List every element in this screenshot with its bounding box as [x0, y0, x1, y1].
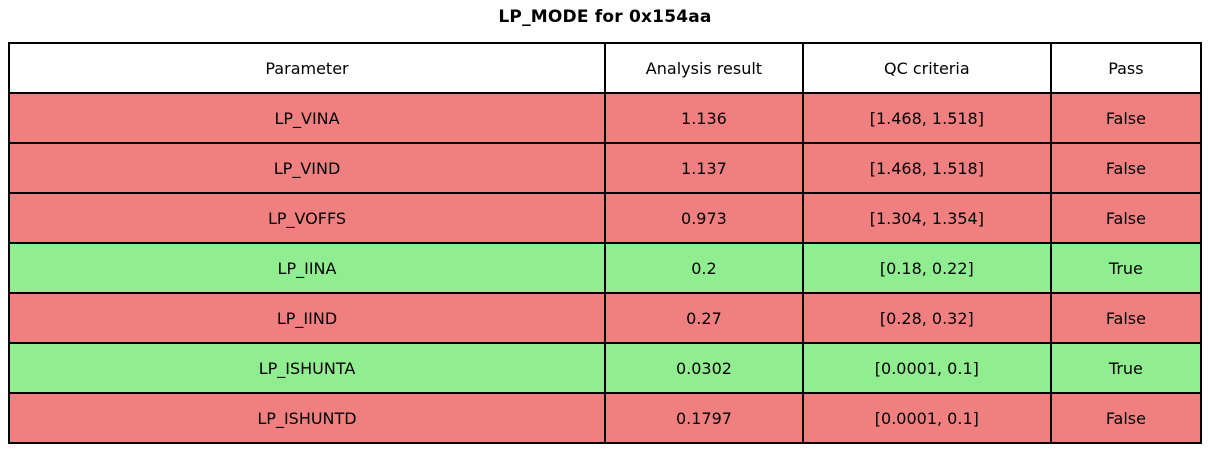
analysis-result-cell: 0.27 — [604, 292, 804, 344]
analysis-result-cell: 0.2 — [604, 242, 804, 294]
parameter-cell: LP_ISHUNTD — [7, 392, 607, 444]
qc-criteria-cell: [0.18, 0.22] — [801, 242, 1052, 294]
analysis-result-cell: 0.0302 — [604, 342, 804, 394]
table-row: LP_ISHUNTD 0.1797 [0.0001, 0.1] False — [7, 392, 1203, 444]
pass-cell: False — [1049, 142, 1203, 194]
header-parameter: Parameter — [7, 42, 607, 94]
header-qc-criteria: QC criteria — [801, 42, 1052, 94]
qc-criteria-cell: [0.0001, 0.1] — [801, 392, 1052, 444]
analysis-result-cell: 1.137 — [604, 142, 804, 194]
qc-criteria-cell: [0.28, 0.32] — [801, 292, 1052, 344]
parameter-cell: LP_IIND — [7, 292, 607, 344]
page-title: LP_MODE for 0x154aa — [498, 7, 712, 27]
table-body: LP_VINA 1.136 [1.468, 1.518] False LP_VIND 1.… — [7, 92, 1203, 444]
table-row: LP_VIND 1.137 [1.468, 1.518] False — [7, 142, 1203, 194]
pass-cell: False — [1049, 392, 1203, 444]
analysis-result-cell: 0.973 — [604, 192, 804, 244]
pass-cell: False — [1049, 292, 1203, 344]
parameter-cell: LP_VIND — [7, 142, 607, 194]
parameter-cell: LP_ISHUNTA — [7, 342, 607, 394]
pass-cell: True — [1049, 342, 1203, 394]
table-row: LP_IINA 0.2 [0.18, 0.22] True — [7, 242, 1203, 294]
qc-results-table: Parameter Analysis result QC criteria Pa… — [7, 42, 1203, 444]
qc-criteria-cell: [1.304, 1.354] — [801, 192, 1052, 244]
qc-criteria-cell: [1.468, 1.518] — [801, 142, 1052, 194]
table-row: LP_VOFFS 0.973 [1.304, 1.354] False — [7, 192, 1203, 244]
parameter-cell: LP_IINA — [7, 242, 607, 294]
table-row: LP_VINA 1.136 [1.468, 1.518] False — [7, 92, 1203, 144]
table-header-row: Parameter Analysis result QC criteria Pa… — [7, 42, 1203, 94]
header-analysis-result: Analysis result — [604, 42, 804, 94]
parameter-cell: LP_VOFFS — [7, 192, 607, 244]
analysis-result-cell: 0.1797 — [604, 392, 804, 444]
table-row: LP_ISHUNTA 0.0302 [0.0001, 0.1] True — [7, 342, 1203, 394]
qc-criteria-cell: [1.468, 1.518] — [801, 92, 1052, 144]
pass-cell: False — [1049, 92, 1203, 144]
qc-criteria-cell: [0.0001, 0.1] — [801, 342, 1052, 394]
header-pass: Pass — [1049, 42, 1203, 94]
table-row: LP_IIND 0.27 [0.28, 0.32] False — [7, 292, 1203, 344]
parameter-cell: LP_VINA — [7, 92, 607, 144]
pass-cell: True — [1049, 242, 1203, 294]
analysis-result-cell: 1.136 — [604, 92, 804, 144]
pass-cell: False — [1049, 192, 1203, 244]
